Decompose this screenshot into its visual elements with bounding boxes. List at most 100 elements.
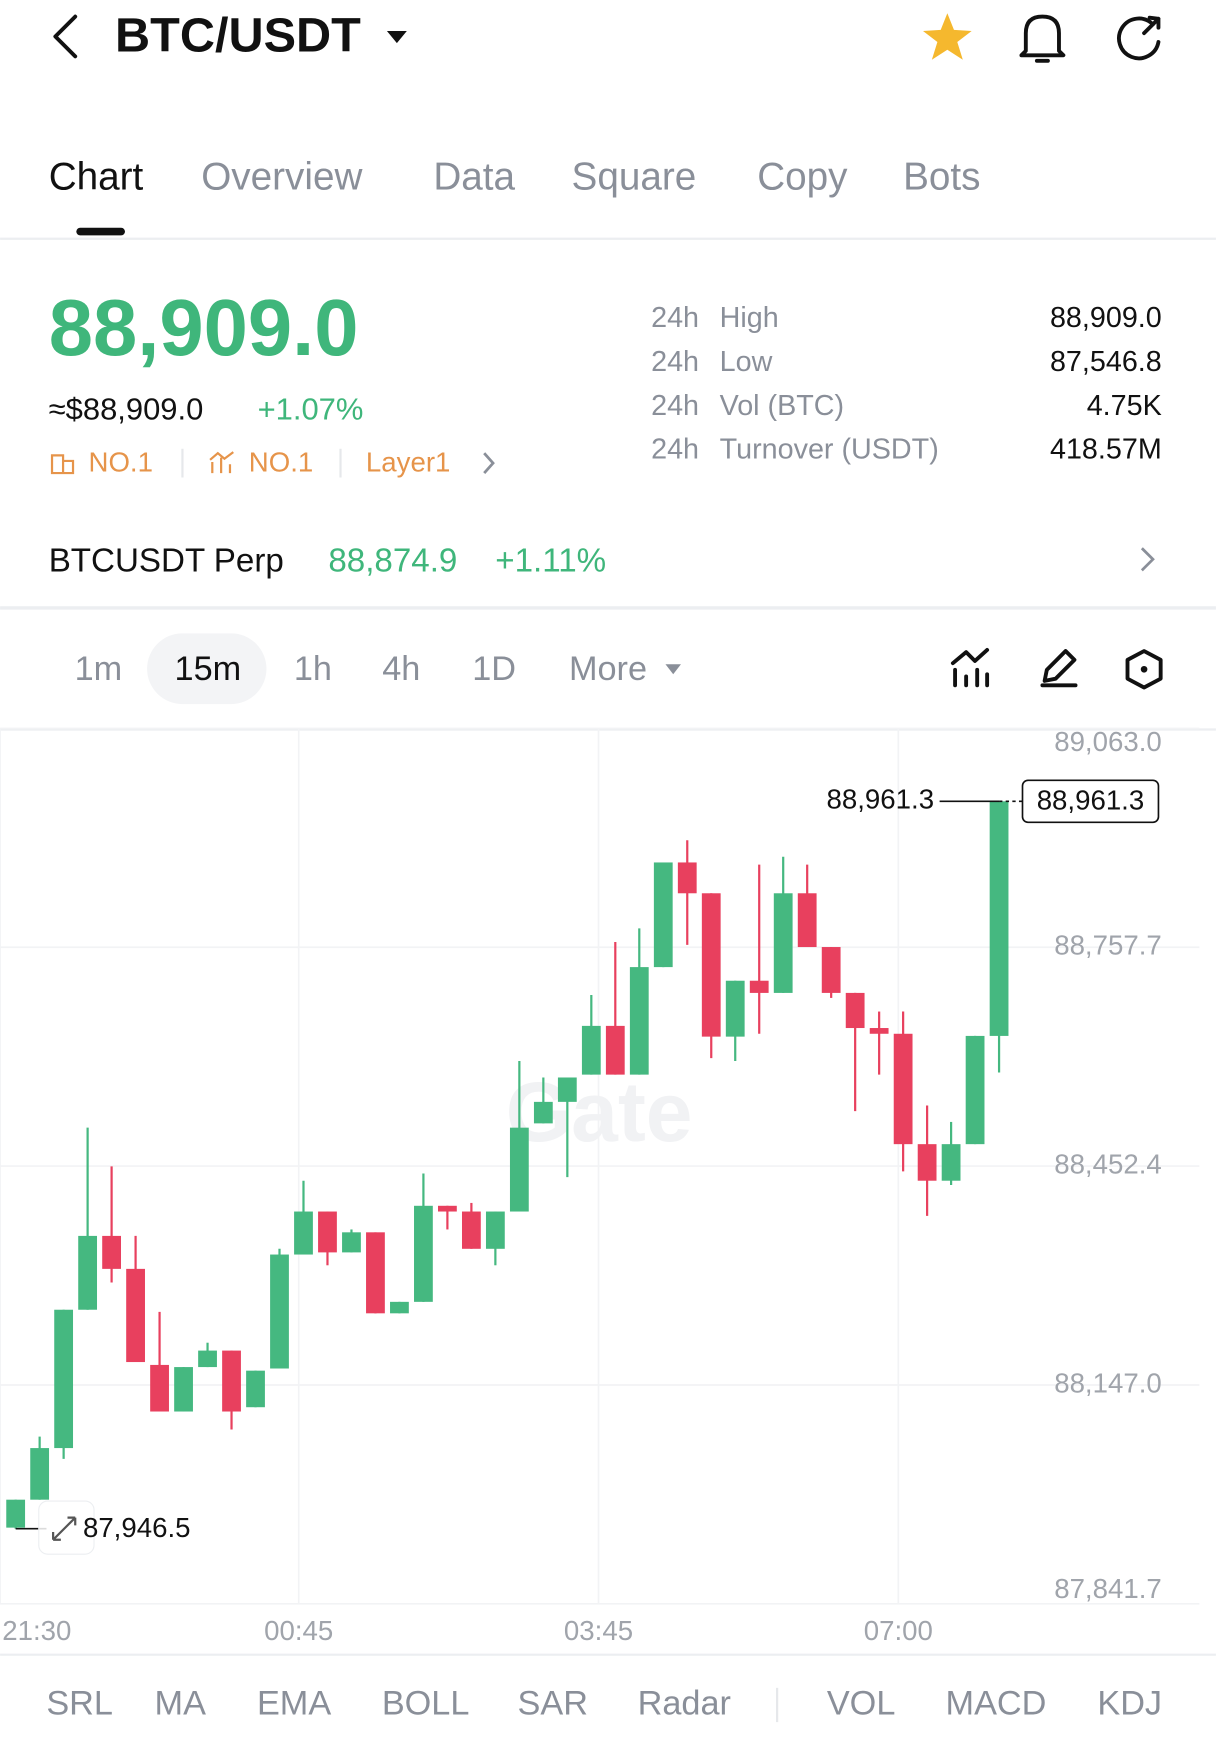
stat-period: 24h [651,346,699,378]
tab[interactable]: Chart [49,155,144,198]
candle-body [78,1235,98,1310]
stat-label: High [720,302,779,334]
pair-title[interactable]: BTC/USDT [115,9,361,63]
badge: NO.1 [249,447,313,478]
perp-name: BTCUSDT Perp [49,542,284,579]
candle-body [581,1025,601,1075]
price-change: +1.07% [258,391,364,426]
expand-icon [52,1516,77,1541]
candle-body [485,1211,505,1249]
indicator[interactable]: EMA [257,1685,331,1723]
timeframe-bar: 1m 15m 1h 4h 1D More [75,650,647,688]
more-dropdown[interactable] [665,664,681,675]
badge-icon [50,454,75,475]
alert-bell[interactable] [1019,14,1066,63]
candle-body [989,801,1009,1036]
active-tab-indicator [76,227,125,236]
y-tick-label: 88,147.0 [1054,1367,1162,1398]
y-tick-label: 88,757.7 [1054,930,1162,961]
candle-body [629,967,649,1075]
stat-label: Vol (BTC) [720,390,844,422]
indicator-bar: SRL MA EMA BOLL SAR Radar VOL MACD KDJ [46,1685,1162,1723]
stat-period: 24h [651,302,699,334]
candle-body [222,1350,241,1412]
last-price: 88,909.0 [49,283,359,372]
pair-dropdown[interactable] [386,30,407,44]
stats-table: 24h High 88,909.0 24h Low 87,546.8 24h Vol (BTC… [651,302,1162,466]
x-tick-label: 03:45 [564,1615,633,1646]
candle-body [366,1232,385,1314]
tab[interactable]: Copy [757,155,848,198]
x-tick-label: 07:00 [864,1615,933,1646]
badge: Layer1 [366,447,450,478]
candle-body [653,862,673,968]
tab[interactable]: Overview [201,155,363,198]
candle-body [773,893,793,993]
indicator[interactable]: SAR [518,1685,588,1723]
timeframe[interactable]: 4h [382,650,420,688]
candle-body [941,1144,961,1181]
candle-body [246,1370,265,1408]
indicator[interactable]: MACD [946,1685,1047,1723]
timeframe[interactable]: 15m [175,650,242,688]
active-timeframe-pill [147,633,267,705]
watermark: Gate [506,1065,693,1159]
candle-body [869,1028,889,1034]
indicator-tool[interactable] [950,647,990,688]
x-tick-label: 21:30 [2,1615,71,1646]
perp-price: 88,874.9 [328,542,457,579]
candle-body [701,893,721,1037]
stat-value: 88,909.0 [1050,302,1162,334]
tab-bar: Chart Overview Data Square Copy Bots [49,155,981,198]
perp-row[interactable]: BTCUSDT Perp 88,874.9 +1.11% [49,542,1155,579]
stat-period: 24h [651,390,699,422]
tab[interactable]: Square [572,155,697,198]
candle-body [509,1127,529,1212]
badge-row[interactable]: NO.1 NO.1 Layer1 [50,447,495,478]
timeframe[interactable]: 1h [294,650,332,688]
stat-value: 87,546.8 [1050,346,1162,378]
indicator[interactable]: BOLL [382,1685,470,1723]
indicator[interactable]: MA [155,1685,207,1723]
draw-tool[interactable] [1040,649,1078,688]
candle-body [102,1235,121,1269]
last-price-label: 88,961.3 [1037,785,1145,816]
stat-value: 418.57M [1050,434,1162,466]
candle-body [797,893,817,948]
candle-body [438,1205,457,1212]
share-button[interactable] [1117,15,1161,61]
candle-body [725,980,745,1037]
tab[interactable]: Bots [903,155,980,198]
candle-body [605,1025,625,1075]
candle-body [270,1254,289,1369]
candle-body [677,862,697,894]
settings-tool[interactable] [1125,649,1163,690]
stat-period: 24h [651,434,699,466]
tab[interactable]: Data [433,155,515,198]
indicator[interactable]: VOL [827,1685,896,1723]
timeframe[interactable]: More [569,650,647,688]
candle-body [294,1211,313,1255]
stat-label: Low [720,346,773,378]
chevron [483,452,495,474]
candle-body [845,992,865,1029]
favorite-star[interactable] [923,13,972,60]
candle-body [533,1101,553,1124]
candle-body [893,1033,913,1145]
timeframe[interactable]: 1m [75,650,123,688]
candle-body [150,1364,169,1412]
back-button[interactable] [53,14,78,59]
x-tick-label: 00:45 [264,1615,333,1646]
low-label: 87,946.5 [83,1512,191,1543]
candle-body [749,980,769,993]
candle-body [6,1499,26,1528]
candlestick-chart: Gate 87,841.7 88,147.0 88,452.4 88,757.7 89,… [0,726,1200,1646]
candle-body [557,1077,577,1102]
indicator[interactable]: SRL [46,1685,113,1723]
indicator[interactable]: Radar [638,1685,731,1723]
indicator[interactable]: KDJ [1097,1685,1162,1723]
timeframe[interactable]: 1D [472,650,516,688]
candle-body [414,1205,433,1302]
